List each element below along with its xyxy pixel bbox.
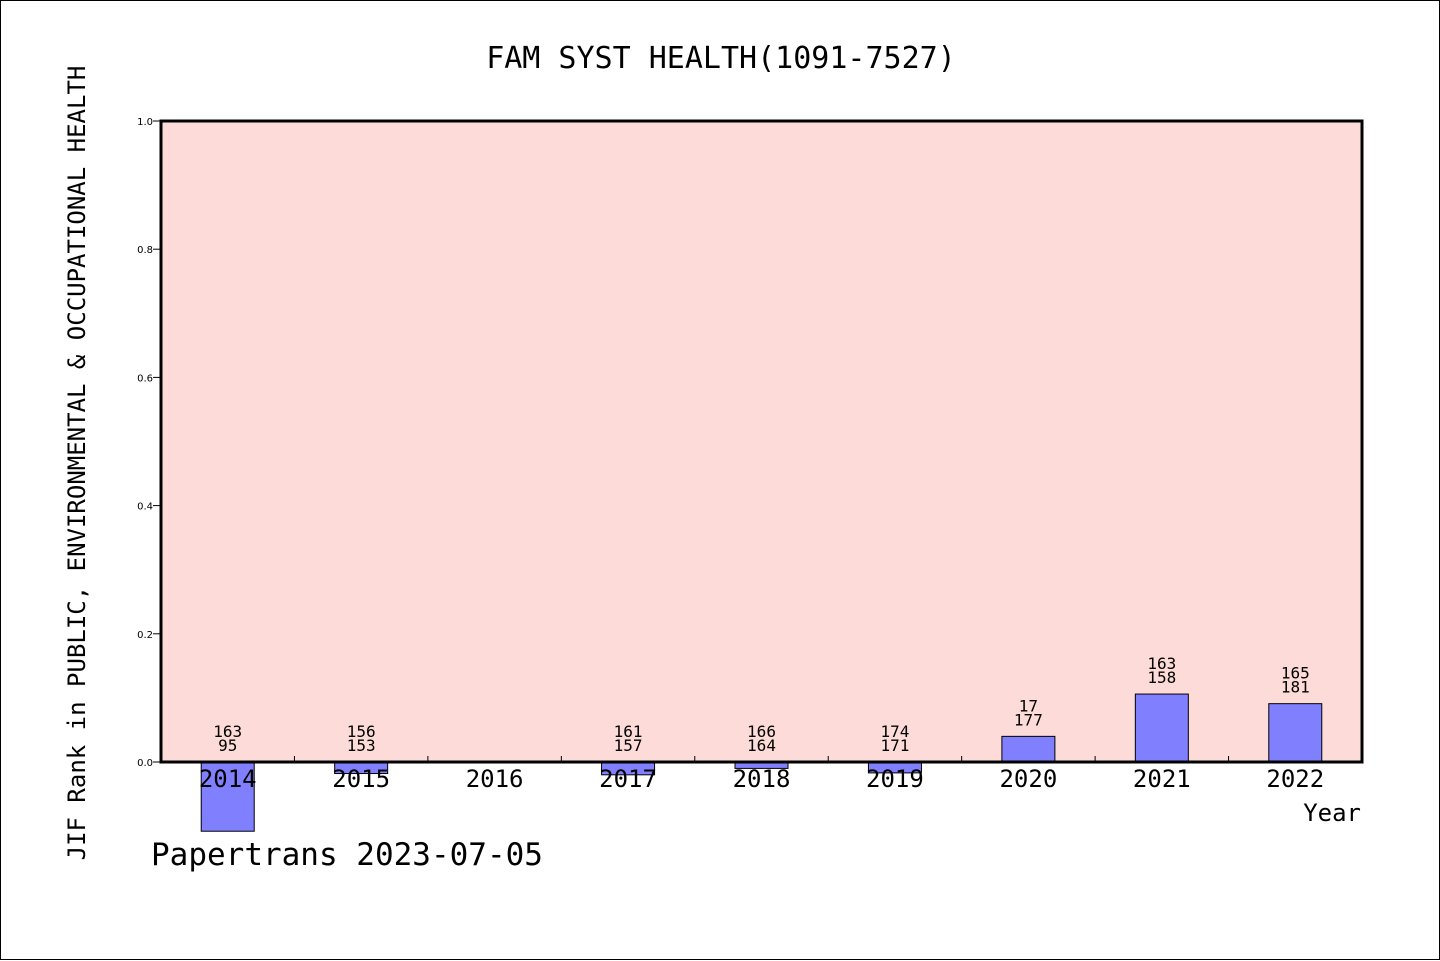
- data-label-top-2019: 174: [880, 722, 909, 741]
- x-tick-label-2019: 2019: [866, 765, 924, 793]
- x-tick-label-2014: 2014: [199, 765, 257, 793]
- data-label-bottom-2018: 164: [747, 736, 776, 755]
- data-label-bottom-2019: 171: [880, 736, 909, 755]
- data-label-bottom-2022: 181: [1281, 678, 1310, 697]
- bar-2014: [200, 761, 255, 832]
- bar-2021: [1134, 693, 1189, 763]
- data-label-top-2017: 161: [614, 722, 643, 741]
- data-label-top-2018: 166: [747, 722, 776, 741]
- chart-title: FAM SYST HEALTH(1091-7527): [486, 41, 956, 76]
- plot-area: [161, 121, 1362, 762]
- x-tick-label-2015: 2015: [332, 765, 390, 793]
- bar-2022: [1268, 703, 1323, 763]
- x-tick-label-2020: 2020: [999, 765, 1057, 793]
- x-tick-label-2022: 2022: [1266, 765, 1324, 793]
- data-label-bottom-2017: 157: [614, 736, 643, 755]
- x-tick-label-2021: 2021: [1133, 765, 1191, 793]
- y-axis-label: JIF Rank in PUBLIC, ENVIRONMENTAL & OCCU…: [63, 66, 91, 861]
- plot-border: [159, 119, 1364, 764]
- x-tick-label-2016: 2016: [466, 765, 524, 793]
- x-tick-label-2018: 2018: [733, 765, 791, 793]
- footer-credit: Papertrans 2023-07-05: [151, 837, 543, 873]
- data-label-bottom-2021: 158: [1147, 668, 1176, 687]
- y-tick-label-1.0: 1.0: [137, 117, 153, 128]
- bar-2020: [1001, 735, 1056, 763]
- y-tick-label-0.6: 0.6: [137, 373, 153, 384]
- y-tick-label-0.0: 0.0: [137, 758, 153, 769]
- y-tick-label-0.8: 0.8: [137, 245, 153, 256]
- data-label-top-2014: 163: [213, 722, 242, 741]
- y-tick-label-0.4: 0.4: [137, 502, 153, 513]
- y-tick-label-0.2: 0.2: [137, 630, 153, 641]
- data-label-top-2021: 163: [1147, 654, 1176, 673]
- x-tick-label-2017: 2017: [599, 765, 657, 793]
- data-label-top-2022: 165: [1281, 664, 1310, 683]
- data-label-bottom-2020: 177: [1014, 710, 1043, 729]
- x-axis-label: Year: [1303, 799, 1361, 827]
- data-label-bottom-2014: 95: [218, 736, 237, 755]
- data-label-top-2015: 156: [347, 722, 376, 741]
- data-label-top-2020: 17: [1019, 696, 1038, 715]
- data-label-bottom-2015: 153: [347, 736, 376, 755]
